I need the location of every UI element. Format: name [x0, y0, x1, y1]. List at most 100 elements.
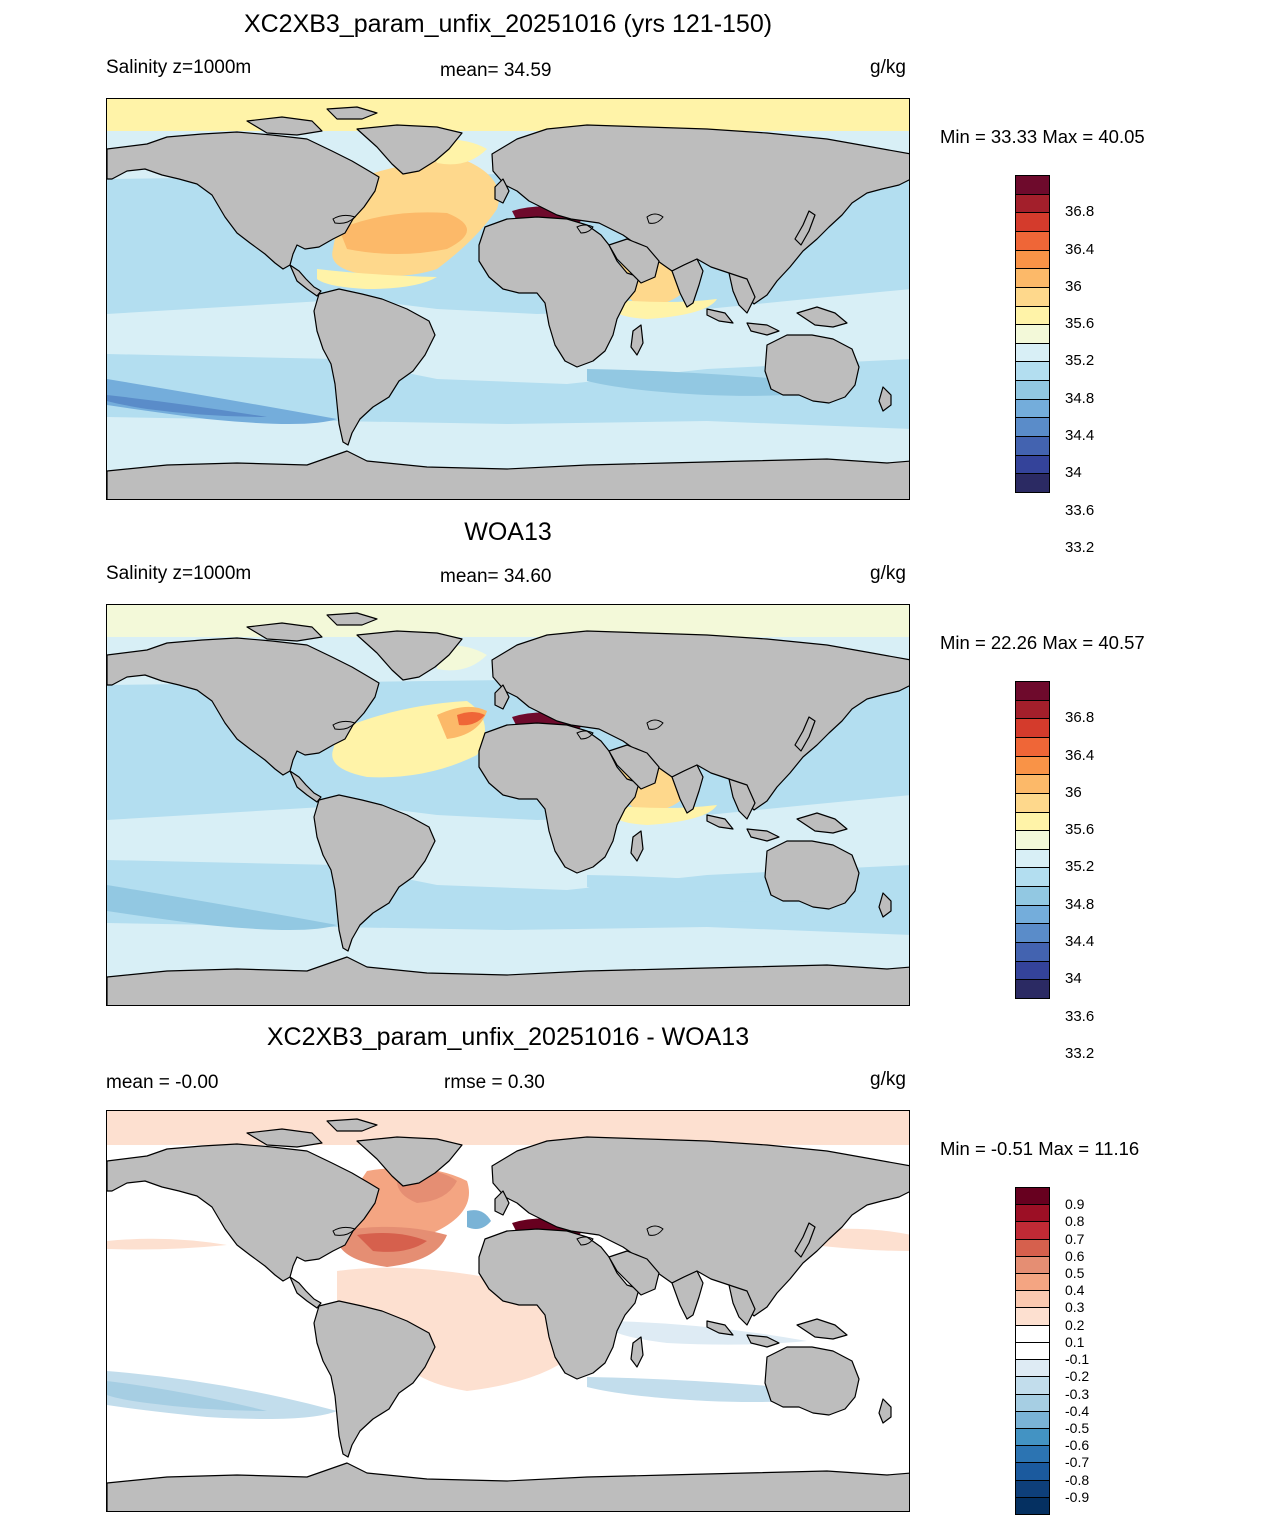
land-mass: [356, 630, 463, 681]
land-layer: [107, 1118, 909, 1511]
coastline: [576, 730, 594, 740]
ocean-patch: [107, 901, 267, 923]
med-outflow-diff: [467, 1210, 491, 1229]
colorbar-tick-label: 0.7: [1065, 1230, 1085, 1247]
colorbar-box: [1015, 979, 1050, 999]
land-mass: [494, 684, 510, 710]
colorbar-tick-label: -0.5: [1065, 1419, 1090, 1436]
colorbar-tick-label: 36.8: [1065, 203, 1095, 221]
colorbar-box: [1015, 417, 1050, 438]
land-mass: [107, 637, 380, 776]
land-mass: [356, 1136, 463, 1187]
land-mass: [794, 1222, 816, 1258]
land-mass: [491, 1136, 909, 1317]
land-mass: [746, 828, 780, 842]
panel-title: XC2XB3_param_unfix_20251016 - WOA13: [266, 1023, 750, 1051]
colorbar-tick-label: 33.6: [1065, 1007, 1095, 1025]
land-mass: [706, 814, 734, 830]
colorbar-box: [1015, 1427, 1050, 1447]
coastline: [332, 214, 356, 224]
colorbar-tick-label: -0.3: [1065, 1385, 1090, 1402]
land-layer: [107, 612, 909, 1005]
land-mass: [630, 324, 644, 356]
colorbar-box: [1015, 436, 1050, 456]
coastline: [646, 719, 664, 730]
mean-label: mean= 34.60: [440, 566, 552, 587]
southeast-pacific-diff: [107, 1371, 337, 1419]
colorbar-tick-label: 33.2: [1065, 538, 1095, 556]
land-mass: [107, 956, 909, 1005]
colorbar-tick-label: 34.8: [1065, 895, 1095, 913]
colorbar-box: [1015, 718, 1050, 738]
land-mass: [796, 812, 848, 834]
arctic-ocean: [107, 605, 909, 637]
land-mass: [289, 1276, 322, 1309]
land-mass: [796, 306, 848, 328]
colorbar-tick-label: -0.8: [1065, 1471, 1090, 1488]
land-mass: [494, 178, 510, 204]
colorbar-tick-label: -0.2: [1065, 1368, 1090, 1385]
colorbar-tick-label: -0.7: [1065, 1454, 1090, 1471]
ocean-band: [107, 429, 909, 471]
units-label: g/kg: [870, 57, 906, 78]
land-mass: [746, 322, 780, 336]
colorbar-box: [1015, 230, 1050, 251]
land-mass: [313, 288, 436, 446]
colorbar-tick-label: 0.2: [1065, 1316, 1085, 1333]
field-label: Salinity z=1000m: [106, 563, 252, 584]
land-mass: [107, 1143, 380, 1282]
colorbar-tick-label: 36: [1065, 783, 1082, 801]
colorbar-tick-label: 33.6: [1065, 501, 1095, 519]
colorbar-tick-label: 34.4: [1065, 427, 1095, 445]
colorbar-box: [1015, 193, 1050, 214]
land-mass: [878, 1398, 892, 1424]
mean-label: mean= 34.59: [440, 60, 552, 81]
land-mass: [671, 1270, 704, 1320]
pacific-diff: [107, 1238, 227, 1250]
land-mass: [764, 840, 860, 910]
colorbar-box: [1015, 1341, 1050, 1361]
colorbar-tick-label: 0.9: [1065, 1196, 1085, 1213]
land-layer: [107, 106, 909, 499]
land-mass: [746, 1334, 780, 1348]
colorbar-box: [1015, 755, 1050, 776]
colorbar-box: [1015, 923, 1050, 944]
colorbar-box: [1015, 1307, 1050, 1326]
colorbar-box: [1015, 830, 1050, 850]
colorbar-box: [1015, 380, 1050, 400]
land-mass: [491, 124, 909, 305]
colorbar-tick-label: 35.2: [1065, 858, 1095, 876]
units-label: g/kg: [870, 1069, 906, 1090]
colorbar-box: [1015, 1238, 1050, 1257]
colorbar-box: [1015, 1221, 1050, 1240]
land-mass: [796, 1318, 848, 1340]
colorbar-box: [1015, 1359, 1050, 1378]
land-mass: [107, 450, 909, 499]
colorbar-box: [1015, 774, 1050, 794]
minmax-label: Min = 22.26 Max = 40.57: [940, 632, 1145, 653]
atlantic-core: [339, 212, 467, 254]
colorbar-tick-label: -0.9: [1065, 1488, 1090, 1505]
land-mass: [764, 334, 860, 404]
colorbar-box: [1015, 1462, 1050, 1481]
panel-title: XC2XB3_param_unfix_20251016 (yrs 121-150…: [243, 10, 773, 38]
map-panel: [106, 604, 910, 1006]
coastline: [576, 1236, 594, 1246]
colorbar-box: [1015, 886, 1050, 906]
field-label: Salinity z=1000m: [106, 57, 252, 78]
map-panel: [106, 98, 910, 500]
colorbar-tick-label: -0.1: [1065, 1351, 1090, 1368]
land-mass: [671, 258, 704, 308]
colorbar-tick-label: 33.2: [1065, 1044, 1095, 1062]
world-map-3: [107, 1111, 909, 1511]
colorbar-tick-label: -0.4: [1065, 1402, 1090, 1419]
colorbar-box: [1015, 305, 1050, 326]
land-mass: [246, 116, 323, 136]
coastline: [332, 1226, 356, 1236]
land-mass: [706, 308, 734, 324]
colorbar-box: [1015, 1290, 1050, 1309]
land-mass: [491, 630, 909, 811]
rmse-label: rmse = 0.30: [444, 1072, 545, 1093]
colorbar-box: [1015, 268, 1050, 288]
colorbar-box: [1015, 681, 1050, 701]
